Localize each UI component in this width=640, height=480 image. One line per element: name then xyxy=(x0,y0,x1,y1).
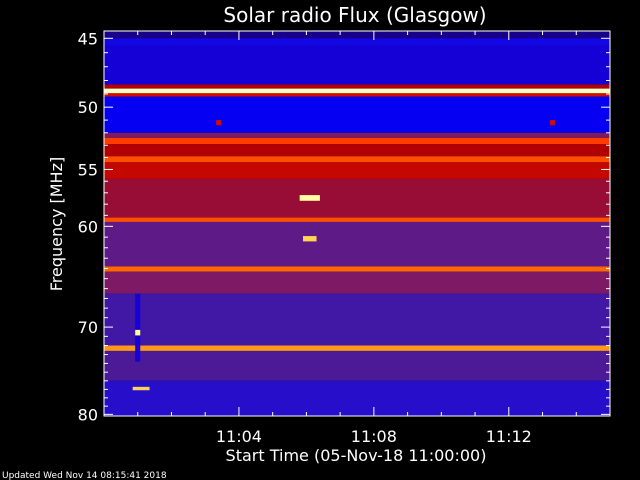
y-axis-labels: 45 50 55 60 70 80 xyxy=(78,29,98,424)
plot-area xyxy=(103,30,611,417)
band-0 xyxy=(104,31,610,39)
y-tick-label-3: 60 xyxy=(78,217,98,236)
band-10 xyxy=(104,156,610,163)
band-18 xyxy=(104,345,610,351)
burst-feature-6 xyxy=(550,120,556,126)
band-9 xyxy=(104,144,610,157)
band-14 xyxy=(104,221,610,267)
burst-features-layer xyxy=(132,120,556,391)
y-tick-label-5: 80 xyxy=(78,405,98,424)
band-19 xyxy=(104,350,610,381)
x-axis-labels: 11:04 11:08 11:12 xyxy=(216,427,532,446)
y-tick-label-0: 45 xyxy=(78,29,98,48)
x-tick-label-0: 11:04 xyxy=(216,427,262,446)
band-12 xyxy=(104,178,610,218)
y-tick-label-2: 55 xyxy=(78,160,98,179)
band-7 xyxy=(104,132,610,138)
band-15 xyxy=(104,266,610,272)
x-tick-label-1: 11:08 xyxy=(351,427,397,446)
burst-feature-1 xyxy=(135,329,141,336)
updated-timestamp: Updated Wed Nov 14 08:15:41 2018 xyxy=(2,471,167,480)
x-axis-title: Start Time (05-Nov-18 11:00:00) xyxy=(226,446,487,465)
axis-ticks xyxy=(104,31,610,416)
band-13 xyxy=(104,217,610,222)
band-4 xyxy=(104,88,610,94)
plot-frame xyxy=(103,30,611,417)
band-2 xyxy=(104,45,610,85)
band-17 xyxy=(104,293,610,346)
y-axis-title: Frequency [MHz] xyxy=(47,157,66,291)
band-5 xyxy=(104,93,610,97)
burst-feature-3 xyxy=(303,236,317,242)
band-16 xyxy=(104,271,610,294)
burst-feature-0 xyxy=(135,293,141,362)
x-tick-label-2: 11:12 xyxy=(486,427,532,446)
band-3 xyxy=(104,84,610,89)
y-tick-label-4: 70 xyxy=(78,318,98,337)
burst-feature-4 xyxy=(132,386,150,391)
band-11 xyxy=(104,162,610,179)
band-8 xyxy=(104,137,610,145)
chart-title: Solar radio Flux (Glasgow) xyxy=(223,3,486,27)
band-1 xyxy=(104,38,610,46)
frequency-bands-layer xyxy=(104,31,610,416)
burst-feature-5 xyxy=(216,120,222,126)
burst-feature-2 xyxy=(299,195,320,201)
y-tick-label-1: 50 xyxy=(78,98,98,117)
band-6 xyxy=(104,96,610,133)
band-20 xyxy=(104,380,610,416)
